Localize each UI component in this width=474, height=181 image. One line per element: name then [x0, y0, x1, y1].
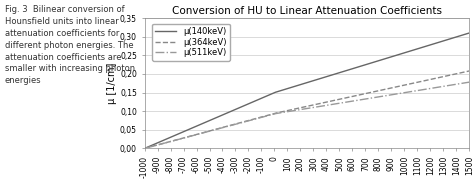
Text: Fig. 3  Bilinear conversion of
Hounsfield units into linear
attenuation coeffici: Fig. 3 Bilinear conversion of Hounsfield…	[5, 5, 135, 85]
μ(511keV)	[409, 90, 414, 93]
μ(511keV)	[466, 81, 472, 83]
μ(140keV)	[466, 32, 472, 34]
μ(140keV)	[266, 94, 272, 96]
μ(364keV)	[466, 70, 472, 72]
μ(511keV)	[142, 147, 147, 150]
μ(140keV)	[409, 50, 414, 52]
μ(511keV)	[266, 114, 272, 116]
μ(140keV)	[142, 147, 147, 150]
μ(140keV)	[201, 122, 206, 124]
μ(364keV)	[266, 114, 272, 116]
μ(364keV)	[142, 147, 147, 150]
μ(364keV)	[337, 98, 342, 100]
Line: μ(140keV): μ(140keV)	[145, 33, 469, 148]
μ(364keV)	[201, 131, 206, 134]
μ(511keV)	[384, 94, 390, 97]
μ(511keV)	[353, 100, 358, 102]
μ(364keV)	[384, 88, 390, 90]
Line: μ(364keV): μ(364keV)	[145, 71, 469, 148]
Y-axis label: μ [1/cm]: μ [1/cm]	[107, 63, 117, 104]
μ(511keV)	[337, 102, 342, 104]
Title: Conversion of HU to Linear Attenuation Coefficients: Conversion of HU to Linear Attenuation C…	[172, 6, 442, 16]
Legend: μ(140keV), μ(364keV), μ(511keV): μ(140keV), μ(364keV), μ(511keV)	[152, 24, 229, 61]
μ(511keV)	[201, 132, 206, 134]
Line: μ(511keV): μ(511keV)	[145, 82, 469, 148]
μ(364keV)	[409, 83, 414, 85]
μ(140keV)	[353, 67, 358, 69]
μ(364keV)	[353, 95, 358, 97]
μ(140keV)	[337, 72, 342, 74]
μ(140keV)	[384, 57, 390, 59]
